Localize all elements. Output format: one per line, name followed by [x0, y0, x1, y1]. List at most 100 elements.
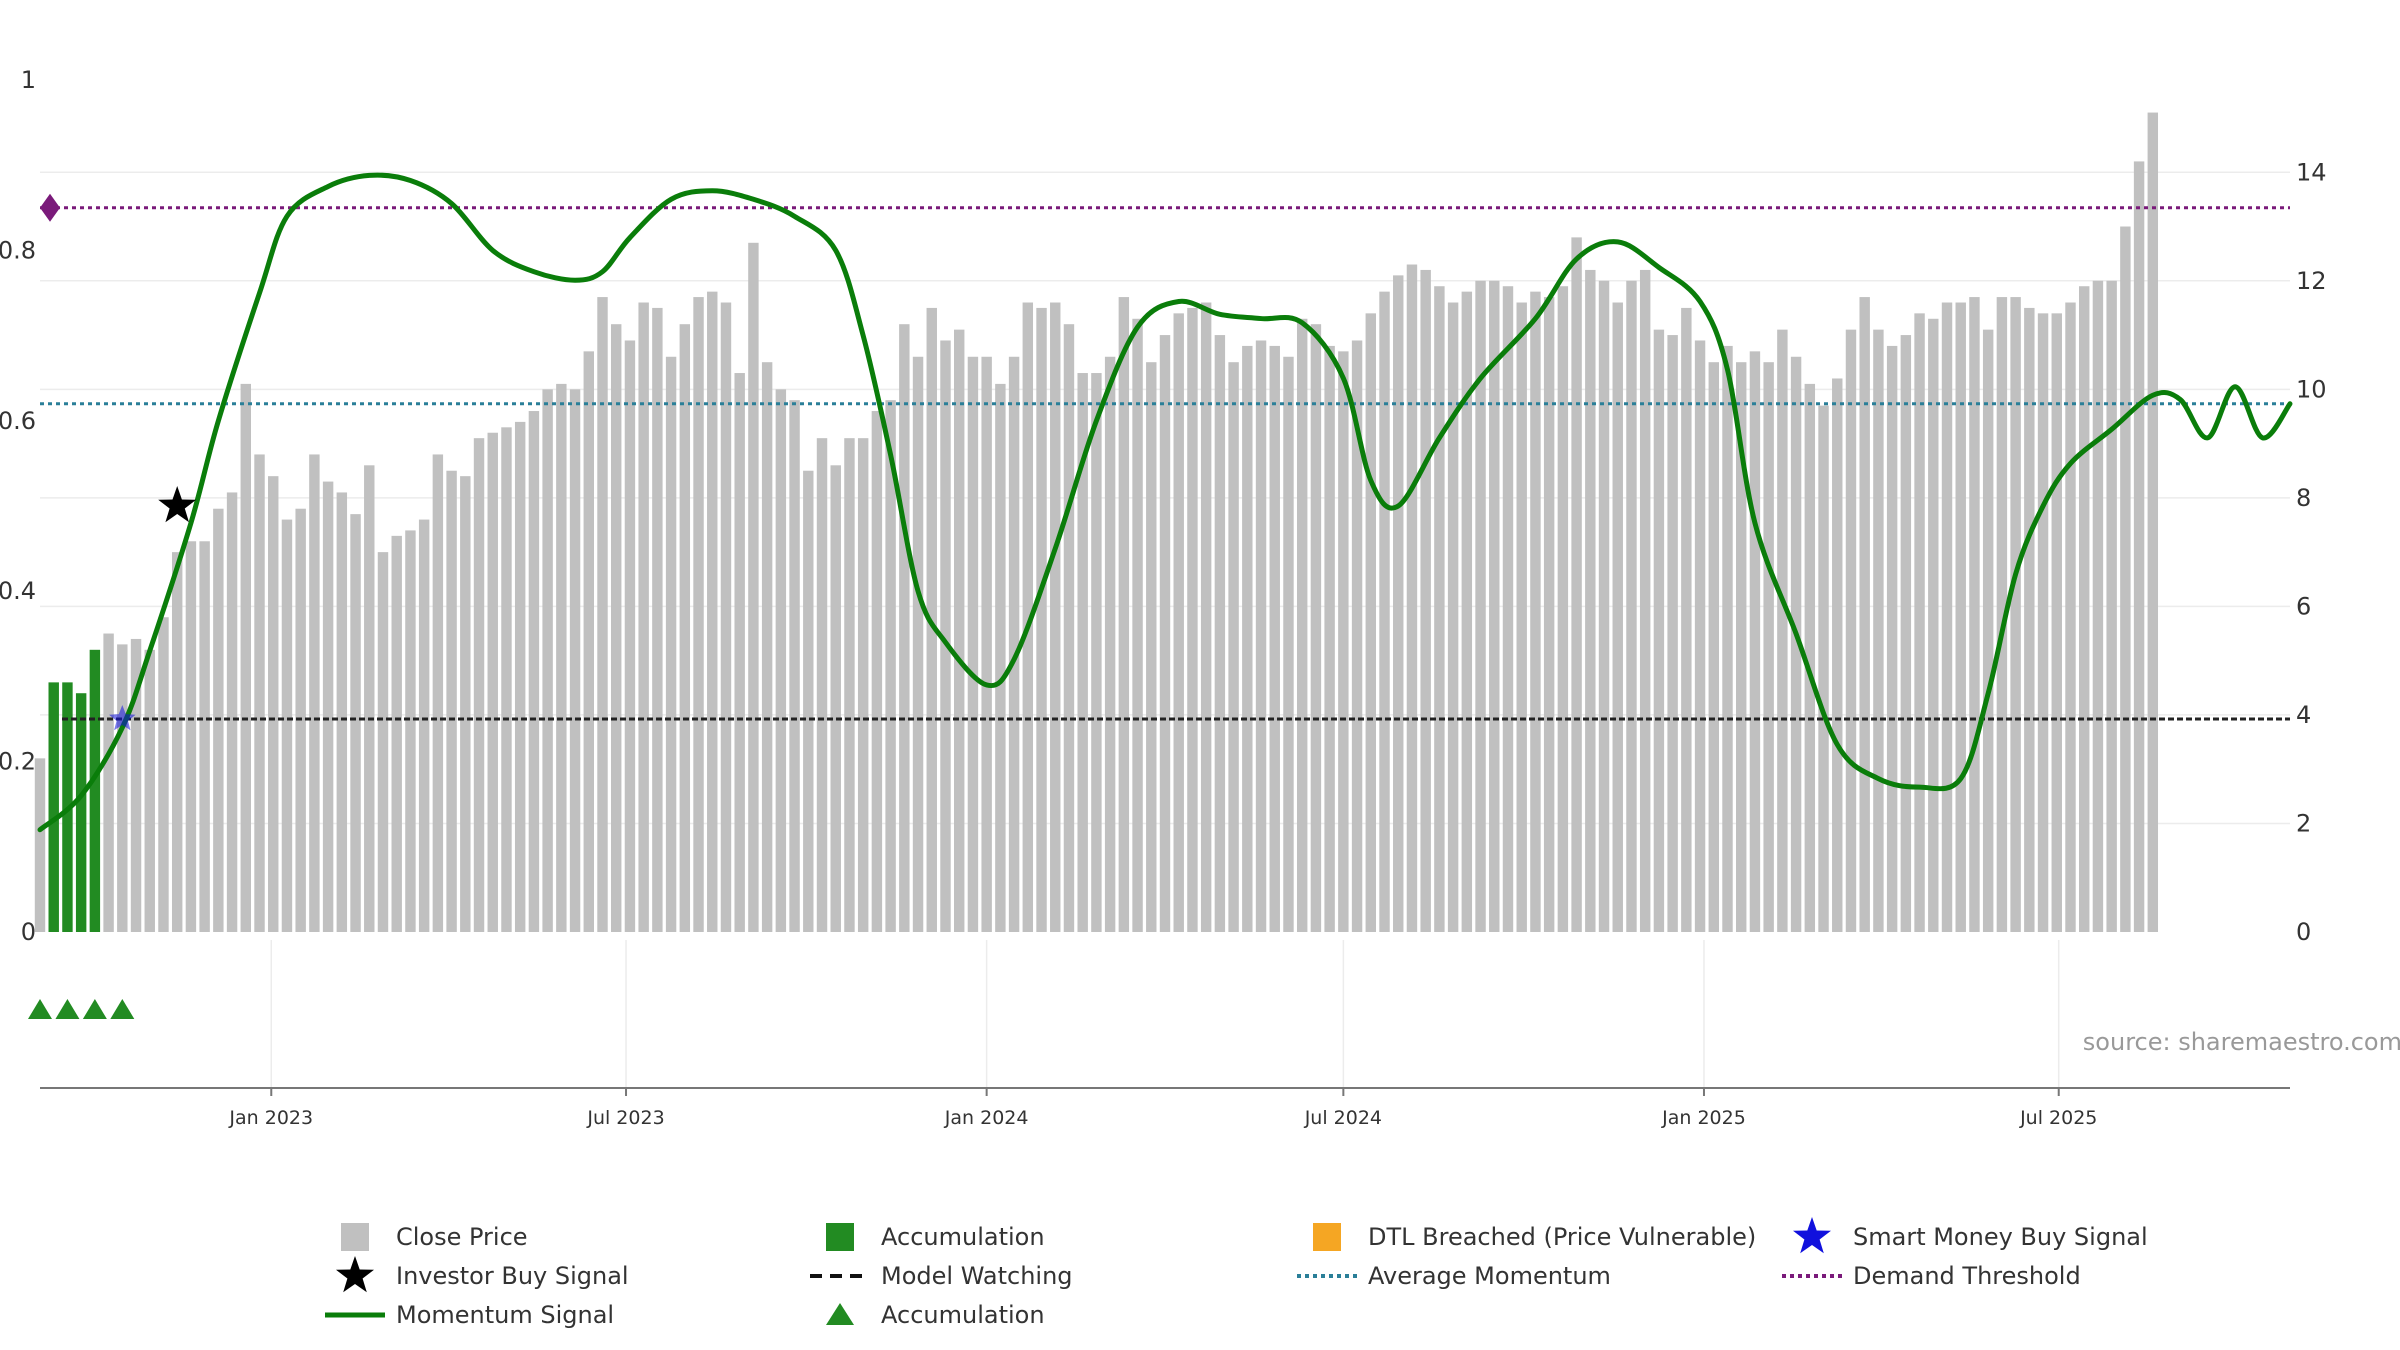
legend-label: Close Price — [396, 1223, 528, 1251]
price-bar — [377, 552, 389, 932]
price-bar — [871, 411, 883, 932]
price-bar — [1859, 297, 1870, 932]
price-bar — [1969, 297, 1980, 932]
price-bar — [350, 514, 361, 932]
price-bar — [1543, 297, 1555, 932]
legend-label: Investor Buy Signal — [396, 1262, 629, 1290]
price-bar — [624, 340, 636, 932]
price-bar — [240, 383, 252, 933]
price-bar — [514, 421, 526, 932]
price-bar — [1982, 329, 1994, 932]
price-bar — [1008, 356, 1020, 932]
price-bar — [1708, 362, 1719, 933]
price-bar — [199, 541, 210, 932]
price-bar — [1200, 302, 1212, 932]
price-bar — [1681, 307, 1692, 932]
price-bar — [268, 476, 279, 932]
accumulation-marker — [28, 999, 52, 1019]
price-bar — [2120, 226, 2131, 933]
right-axis-tick-label: 0 — [2296, 918, 2311, 946]
x-tick-label: Jul 2024 — [1304, 1107, 1382, 1129]
price-bar — [1489, 280, 1500, 932]
price-bar — [391, 535, 402, 932]
price-bars — [34, 112, 2159, 933]
price-bar — [1626, 280, 1637, 932]
price-bar — [912, 356, 924, 932]
accumulation-marker — [110, 999, 135, 1019]
price-bar — [556, 383, 567, 933]
price-bar — [1941, 302, 1953, 932]
price-bar — [405, 530, 416, 932]
price-bar — [1804, 383, 1816, 933]
price-bar — [2078, 286, 2090, 932]
price-bar — [707, 291, 718, 932]
price-bar — [1585, 269, 1596, 933]
x-tick-label: Jul 2023 — [586, 1107, 664, 1129]
price-bar — [652, 307, 663, 932]
price-bar — [665, 356, 677, 932]
price-bar — [995, 383, 1006, 933]
right-axis-tick-label: 6 — [2296, 592, 2311, 620]
price-bar — [1296, 318, 1308, 932]
left-axis-tick-label: 0.4 — [0, 577, 36, 605]
price-bar — [1310, 324, 1322, 932]
price-bar — [1447, 302, 1459, 932]
price-bar — [322, 481, 334, 932]
legend-label: Average Momentum — [1368, 1262, 1611, 1290]
reference-lines — [40, 193, 2290, 721]
price-bar — [1516, 302, 1527, 932]
accumulation-bar — [75, 693, 87, 932]
price-bar — [2106, 280, 2117, 932]
price-bar — [789, 400, 800, 932]
price-bar — [569, 389, 581, 932]
price-bar — [1530, 291, 1541, 932]
signal-markers — [28, 486, 197, 1019]
price-bar — [1818, 405, 1829, 932]
price-bar — [1283, 356, 1294, 932]
price-bar — [734, 373, 745, 933]
right-axis-tick-label: 2 — [2296, 809, 2311, 837]
price-bar — [1338, 351, 1349, 932]
price-bar — [1777, 329, 1788, 932]
price-bar — [171, 552, 183, 932]
price-bar — [597, 297, 608, 932]
price-bar — [1928, 318, 1939, 932]
price-bar — [1557, 286, 1569, 932]
price-bar — [1749, 351, 1761, 932]
price-bar — [2065, 302, 2076, 932]
price-bar — [432, 454, 444, 932]
price-bar — [611, 324, 622, 932]
price-bar — [693, 297, 704, 932]
price-bar — [460, 476, 471, 932]
accumulation-marker — [55, 999, 80, 1019]
price-bar — [857, 438, 869, 932]
right-axis-tick-label: 8 — [2296, 484, 2311, 512]
price-bar — [1063, 324, 1075, 932]
price-bar — [1255, 340, 1267, 932]
price-bar — [638, 302, 649, 932]
price-bar — [1667, 335, 1678, 932]
price-bar — [1886, 345, 1898, 932]
price-bar — [1022, 302, 1034, 932]
legend-swatch — [341, 1223, 369, 1251]
price-bar — [2024, 307, 2035, 932]
price-bar — [1324, 345, 1335, 932]
price-bar — [1832, 378, 1843, 933]
price-bar — [1571, 237, 1582, 932]
price-bar — [1393, 275, 1404, 933]
legend-swatch — [336, 1256, 374, 1293]
price-bar — [542, 389, 553, 932]
accumulation-bar — [89, 649, 101, 932]
price-bar — [1132, 318, 1143, 932]
legend-swatch — [826, 1223, 854, 1251]
price-bar — [1653, 329, 1665, 932]
price-bar — [1214, 335, 1226, 932]
price-bar — [1036, 307, 1047, 932]
price-bar — [1173, 313, 1184, 932]
price-bar — [528, 411, 540, 932]
price-bar — [1914, 313, 1925, 932]
legend-label: Model Watching — [881, 1262, 1073, 1290]
price-bar — [775, 389, 787, 932]
price-bar — [1461, 291, 1473, 932]
